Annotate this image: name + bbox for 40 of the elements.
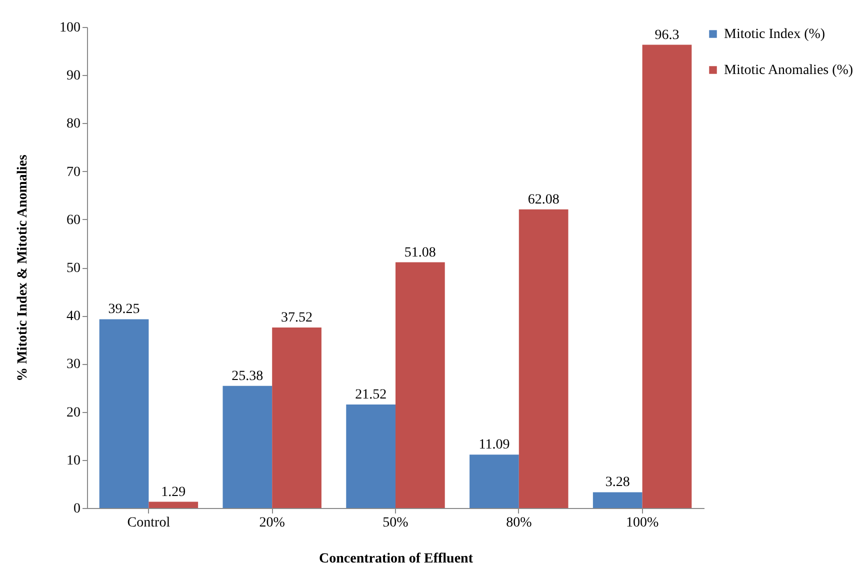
x-axis-title: Concentration of Effluent xyxy=(319,552,474,566)
data-label: 1.29 xyxy=(161,484,186,500)
bar xyxy=(518,209,568,508)
data-label: 3.28 xyxy=(605,475,630,490)
bar xyxy=(222,386,272,508)
data-label: 62.08 xyxy=(528,192,560,208)
y-tick-label: 40 xyxy=(66,309,80,324)
y-tick-label: 70 xyxy=(66,164,80,180)
bar xyxy=(272,328,322,508)
data-label: 25.38 xyxy=(232,368,264,384)
x-tick-label: Control xyxy=(127,516,170,530)
y-tick-label: 60 xyxy=(66,212,80,228)
legend-label: Mitotic Index (%) xyxy=(724,27,826,42)
y-tick-label: 80 xyxy=(66,116,80,132)
data-label: 11.09 xyxy=(478,438,510,453)
bar xyxy=(148,502,198,508)
x-tick-label: 80% xyxy=(506,516,532,530)
data-label: 39.25 xyxy=(108,302,140,318)
y-axis-title: % Mitotic Index & Mitotic Anomalies xyxy=(16,154,30,382)
legend-label: Mitotic Anomalies (%) xyxy=(724,63,854,78)
x-tick-label: 100% xyxy=(626,516,659,530)
data-label: 21.52 xyxy=(355,387,387,402)
bar xyxy=(470,454,519,508)
y-tick-label: 90 xyxy=(66,68,80,84)
bar xyxy=(396,262,445,508)
y-tick-label: 100 xyxy=(60,20,80,36)
x-tick-label: 50% xyxy=(382,516,409,530)
bar xyxy=(99,319,149,508)
x-tick-label: 20% xyxy=(259,516,286,530)
y-tick-label: 50 xyxy=(66,261,80,276)
y-tick-label: 20 xyxy=(66,405,80,420)
data-label: 96.3 xyxy=(654,28,680,43)
y-tick-label: 10 xyxy=(66,453,80,468)
bar xyxy=(346,404,396,508)
bar xyxy=(642,44,692,508)
y-tick-label: 0 xyxy=(74,502,80,516)
y-tick-label: 30 xyxy=(66,357,80,372)
data-label: 37.52 xyxy=(281,310,313,326)
data-label: 51.08 xyxy=(404,245,436,260)
bar xyxy=(592,492,642,508)
